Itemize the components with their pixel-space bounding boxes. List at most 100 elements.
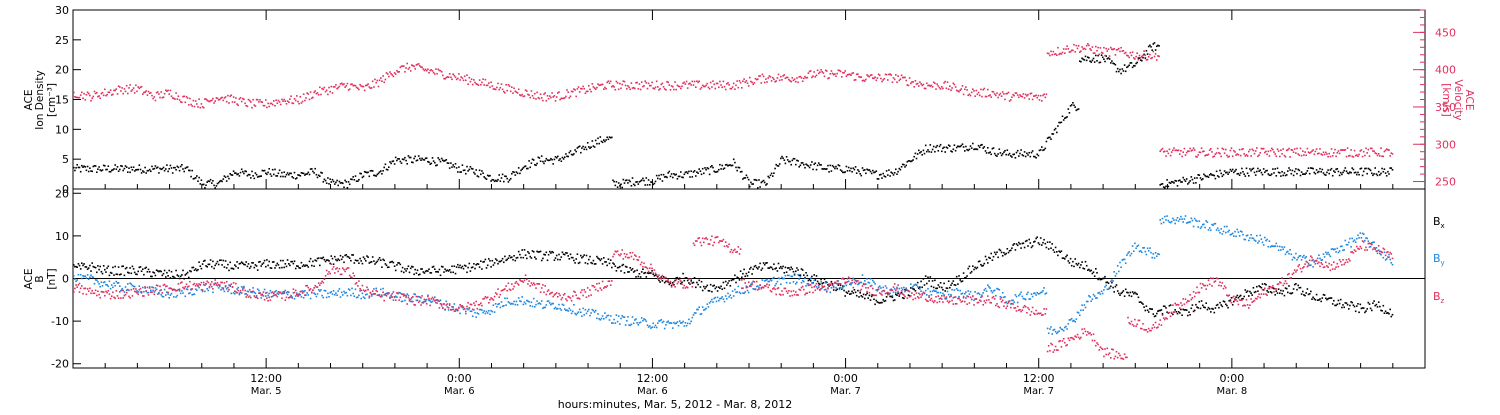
data-point — [505, 84, 507, 86]
data-point — [826, 70, 828, 72]
data-point — [535, 98, 537, 100]
data-point — [904, 291, 906, 293]
data-point — [748, 271, 750, 273]
data-point — [1193, 147, 1195, 149]
data-point — [335, 292, 337, 294]
data-point — [437, 271, 439, 273]
data-point — [155, 275, 157, 277]
data-point — [1201, 300, 1203, 302]
data-point — [1338, 150, 1340, 152]
data-point — [862, 296, 864, 298]
data-point — [1115, 64, 1117, 66]
data-point — [151, 276, 153, 278]
data-point — [941, 287, 943, 289]
data-point — [223, 260, 225, 262]
data-point — [494, 311, 496, 313]
data-point — [1276, 243, 1278, 245]
field-tick-label: 0 — [62, 273, 69, 286]
data-point — [1234, 151, 1236, 153]
data-point — [554, 159, 556, 161]
data-point — [764, 82, 766, 84]
data-point — [311, 168, 313, 170]
data-point — [789, 269, 791, 271]
data-point — [746, 80, 748, 82]
data-point — [206, 266, 208, 268]
data-point — [820, 164, 822, 166]
data-point — [890, 74, 892, 76]
data-point — [1312, 149, 1314, 151]
data-point — [1151, 308, 1153, 310]
data-point — [719, 287, 721, 289]
data-point — [1337, 304, 1339, 306]
data-point — [124, 168, 126, 170]
data-point — [792, 268, 794, 270]
data-point — [1362, 156, 1364, 158]
data-point — [825, 282, 827, 284]
data-point — [346, 181, 348, 183]
data-point — [592, 83, 594, 85]
data-point — [233, 170, 235, 172]
data-point — [626, 320, 628, 322]
data-point — [1216, 171, 1218, 173]
data-point — [808, 72, 810, 74]
data-point — [1126, 254, 1128, 256]
data-point — [1348, 173, 1350, 175]
data-point — [90, 274, 92, 276]
data-point — [75, 167, 77, 169]
data-point — [735, 282, 737, 284]
data-point — [1281, 171, 1283, 173]
data-point — [97, 168, 99, 170]
data-point — [1173, 182, 1175, 184]
data-point — [76, 164, 78, 166]
data-point — [170, 90, 172, 92]
data-point — [478, 176, 480, 178]
data-point — [149, 271, 151, 273]
data-point — [717, 297, 719, 299]
data-point — [129, 172, 131, 174]
data-point — [121, 288, 123, 290]
data-point — [1001, 155, 1003, 157]
data-point — [880, 287, 882, 289]
data-point — [673, 89, 675, 91]
data-point — [304, 294, 306, 296]
data-point — [889, 175, 891, 177]
data-point — [1155, 315, 1157, 317]
data-point — [90, 270, 92, 272]
data-point — [412, 162, 414, 164]
data-point — [1272, 168, 1274, 170]
data-point — [98, 269, 100, 271]
data-point — [1235, 236, 1237, 238]
data-point — [764, 264, 766, 266]
data-point — [244, 103, 246, 105]
data-point — [663, 174, 665, 176]
data-point — [1211, 151, 1213, 153]
data-point — [1088, 45, 1090, 47]
data-point — [126, 292, 128, 294]
data-point — [928, 280, 930, 282]
data-point — [919, 288, 921, 290]
data-point — [213, 102, 215, 104]
data-point — [1042, 290, 1044, 292]
data-point — [1173, 219, 1175, 221]
data-point — [241, 101, 243, 103]
data-point — [377, 80, 379, 82]
data-point — [113, 274, 115, 276]
data-point — [697, 284, 699, 286]
data-point — [481, 268, 483, 270]
data-point — [793, 271, 795, 273]
data-point — [886, 170, 888, 172]
data-point — [489, 260, 491, 262]
data-point — [1151, 257, 1153, 259]
data-point — [966, 89, 968, 91]
data-point — [721, 165, 723, 167]
data-point — [962, 85, 964, 87]
data-point — [947, 291, 949, 293]
data-point — [757, 78, 759, 80]
data-point — [328, 87, 330, 89]
data-point — [254, 295, 256, 297]
data-point — [200, 107, 202, 109]
data-point — [264, 299, 266, 301]
data-point — [704, 167, 706, 169]
data-point — [74, 288, 76, 290]
data-point — [90, 100, 92, 102]
